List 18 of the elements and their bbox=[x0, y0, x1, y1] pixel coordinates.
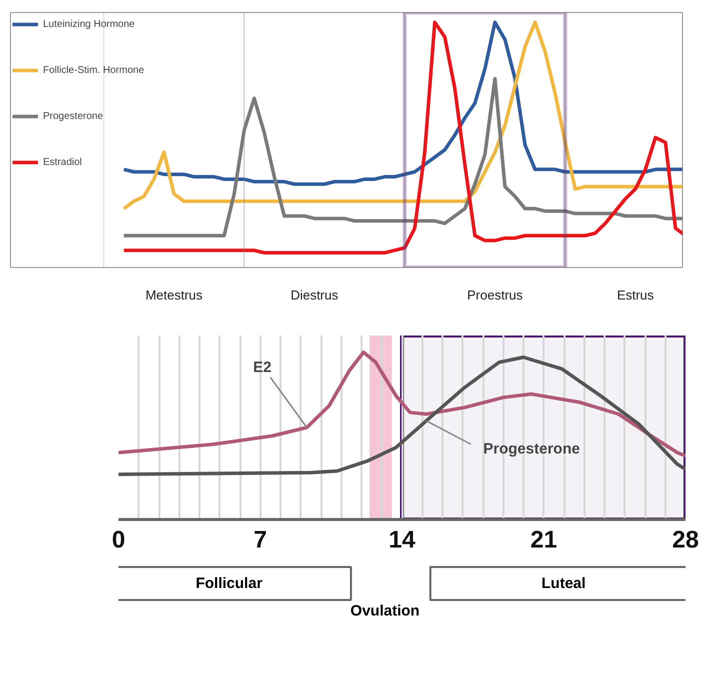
legend-label: Follicle-Stim. Hormone bbox=[43, 64, 144, 76]
annotation: E2 bbox=[253, 358, 272, 376]
x-tick-label: 14 bbox=[388, 526, 416, 554]
x-tick-label: Estrus bbox=[616, 288, 654, 302]
x-tick-label: 0 bbox=[112, 526, 126, 554]
x-tick-label: Metestrus bbox=[145, 288, 204, 302]
x-tick-label: 7 bbox=[254, 526, 267, 554]
text: Ovulation bbox=[350, 602, 420, 620]
annotation: Progesterone bbox=[483, 440, 580, 458]
legend-label: Progesterone bbox=[43, 110, 104, 122]
x-tick-label: 28 bbox=[672, 526, 699, 554]
legend-label: Estradiol bbox=[43, 156, 82, 168]
x-tick-label: 21 bbox=[530, 526, 558, 554]
text: Luteal bbox=[542, 575, 586, 592]
x-tick-label: Diestrus bbox=[290, 288, 339, 302]
x-tick-label: Proestrus bbox=[467, 288, 524, 302]
text: Follicular bbox=[196, 575, 263, 592]
legend-label: Luteinizing Hormone bbox=[43, 18, 135, 30]
